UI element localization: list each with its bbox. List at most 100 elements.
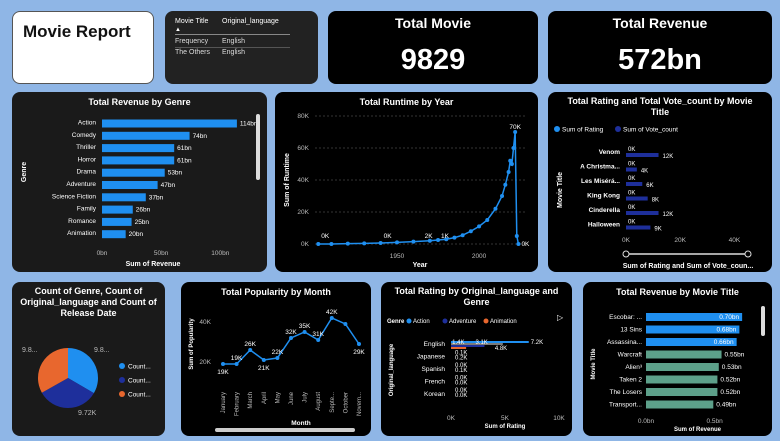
movie-tick-label: King Kong — [587, 193, 620, 200]
x-axis-label: Year — [413, 262, 428, 269]
vote-bar — [626, 225, 651, 230]
pie-data-label: 9.8... — [22, 347, 38, 354]
genre-bar — [102, 131, 190, 140]
chart-title: Count of Genre, Count of Original_langua… — [20, 286, 157, 318]
slicer-row-value: English — [222, 38, 245, 45]
runtime-point — [500, 194, 505, 198]
rating-bar — [451, 345, 485, 347]
runtime-point — [509, 162, 514, 166]
chart-title: Total Rating by Original_language and Ge… — [394, 286, 559, 307]
popularity-point — [221, 362, 225, 366]
vote-data-label: 12K — [663, 154, 674, 160]
rating-data-label: 3.1K — [475, 340, 487, 346]
rating-data-label: 0K — [628, 191, 635, 197]
popularity-point — [234, 362, 239, 366]
slicer-row-value: English — [222, 49, 245, 56]
x-axis-label: Month — [291, 420, 311, 427]
movie-language-slicer[interactable]: Movie Title Original_language ▲ Frequenc… — [165, 11, 318, 84]
revenue-by-genre-chart[interactable]: Total Revenue by Genre Action 114bn Comedy… — [12, 92, 267, 272]
report-title-card: Movie Report — [12, 11, 154, 84]
rating-bar — [451, 343, 503, 345]
genre-tick-label: Family — [77, 206, 97, 213]
popularity-point — [329, 316, 334, 320]
rating-data-label: 7.2K — [531, 340, 543, 346]
revenue-by-title-chart[interactable]: Total Revenue by Movie Title Escobar: ..… — [583, 282, 772, 436]
slider-handle — [622, 250, 630, 258]
runtime-point — [468, 229, 473, 234]
pie-data-label: 9.8... — [94, 347, 110, 354]
rating-by-language-chart[interactable]: Total Rating by Original_language and Ge… — [381, 282, 572, 436]
rating-data-label: 0.1K — [455, 368, 467, 374]
chart-title: Total Revenue by Movie Title — [616, 287, 739, 297]
movie-tick-label: Venom — [599, 149, 621, 156]
runtime-point — [427, 238, 432, 243]
popularity-data-label: 21K — [258, 365, 270, 372]
month-tick-label: January — [221, 392, 227, 413]
runtime-point — [506, 170, 511, 174]
x-axis-label: Sum of Revenue — [126, 261, 181, 268]
slicer-row-title: The Others — [175, 49, 211, 56]
x-tick: 40K — [729, 237, 741, 244]
runtime-point — [477, 224, 482, 229]
legend-label: Sum of Vote_count — [623, 127, 678, 134]
language-tick-label: French — [425, 379, 446, 386]
scrollbar[interactable] — [256, 114, 260, 180]
revenue-bar — [646, 325, 740, 334]
popularity-point — [357, 342, 361, 346]
genre-bar-svg: Action 114bn Comedy 74bn Thriller 61bn Horror 6… — [21, 119, 258, 268]
movie-title-tick: Alien³ — [625, 364, 642, 371]
rating-data-label: 0.0K — [455, 393, 467, 399]
chart-title: Total Revenue by Genre — [88, 97, 191, 107]
popularity-point — [248, 348, 253, 352]
runtime-y-tick: 40K — [297, 177, 309, 184]
popularity-point — [289, 336, 293, 340]
vote-bar — [626, 182, 643, 186]
genre-x-tick: 100bn — [211, 250, 229, 257]
slicer-row[interactable]: The Others English — [175, 49, 245, 56]
genre-tick-label: Horror — [78, 156, 97, 163]
popularity-line — [223, 317, 360, 365]
genre-tick-label: Romance — [68, 218, 96, 225]
y-axis-label: Genre — [21, 162, 28, 182]
report-title: Movie Report — [23, 22, 131, 41]
popularity-data-label: 31K — [312, 331, 324, 338]
revenue-bar — [646, 400, 714, 409]
revenue-data-label: 0.49bn — [716, 402, 736, 409]
kpi-total-revenue: Total Revenue 572bn — [548, 11, 772, 84]
movie-title-tick: The Losers — [609, 389, 642, 396]
slicer-col2-header[interactable]: Original_language — [222, 18, 279, 25]
rating-data-label: 0K — [628, 176, 635, 182]
month-tick-label: February — [235, 392, 241, 416]
runtime-data-label: 0K — [384, 233, 393, 240]
slicer-col1-header[interactable]: Movie Title — [175, 18, 209, 25]
runtime-point — [460, 233, 465, 238]
rating-vote-chart[interactable]: Total Rating and Total Vote_count by Mov… — [548, 92, 772, 272]
popularity-data-label: 42K — [326, 309, 338, 316]
legend-label: Action — [413, 319, 430, 325]
pie-data-label: 9.72K — [78, 410, 97, 417]
y-axis-label: Sum of Runtime — [284, 153, 291, 207]
revenue-bar — [646, 388, 718, 396]
count-pie-svg: 9.8... 9.8... 9.72K Count... Count... Count..… — [22, 347, 151, 417]
kpi-label: Total Revenue — [612, 15, 708, 31]
pie-slice — [37, 348, 68, 393]
popularity-data-label: 22K — [272, 349, 284, 356]
popularity-data-label: 19K — [217, 369, 229, 376]
legend-label: Adventure — [449, 319, 477, 325]
horizontal-scrollbar[interactable] — [215, 428, 355, 432]
count-pie-chart[interactable]: Count of Genre, Count of Original_langua… — [12, 282, 165, 436]
vote-data-label: 9K — [654, 227, 661, 233]
popularity-by-month-chart[interactable]: Total Popularity by Month 20K 40K 19K Janua… — [181, 282, 371, 436]
runtime-by-year-chart[interactable]: Total Runtime by Year 0K 20K 40K 60K 80K 1950… — [275, 92, 538, 272]
vote-data-label: 6K — [646, 183, 653, 189]
sort-ascending-icon[interactable]: ▲ — [175, 27, 181, 33]
legend-marker — [483, 318, 489, 324]
slicer-row[interactable]: Frequency English — [175, 38, 245, 45]
kpi-value: 572bn — [618, 44, 702, 76]
runtime-data-label: 0K — [321, 233, 330, 240]
legend-next-icon[interactable]: ▷ — [557, 313, 564, 322]
genre-data-label: 114bn — [240, 121, 258, 128]
language-tick-label: English — [424, 341, 446, 348]
rating-data-label: 1.4K — [452, 340, 464, 346]
genre-tick-label: Animation — [67, 230, 96, 237]
